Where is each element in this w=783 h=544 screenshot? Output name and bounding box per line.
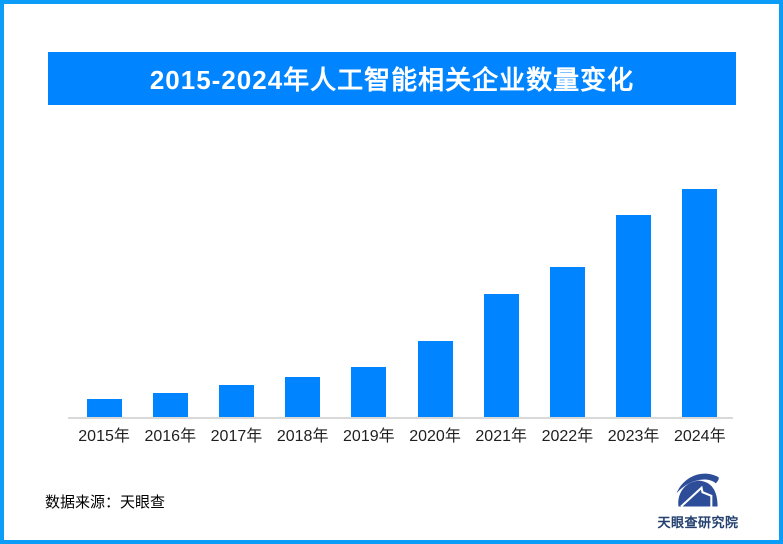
- logo-house-shape: [680, 485, 713, 508]
- x-tick-label: 2020年: [409, 428, 461, 445]
- data-source-note: 数据来源：天眼查: [45, 494, 166, 511]
- bar-column: 2016年: [137, 393, 203, 447]
- bar-column: 2015年: [71, 399, 137, 447]
- brand-logo-label: 天眼查研究院: [657, 515, 739, 530]
- x-tick-label: 2015年: [78, 428, 130, 445]
- bar-column: 2017年: [203, 385, 269, 447]
- bar-column: 2019年: [336, 367, 402, 447]
- bar-chart: 2015年 2016年 2017年 2018年 2019年 2020年 2021年 2022年…: [71, 189, 733, 447]
- bar-2015年: [86, 399, 122, 417]
- bar-column: 2023年: [601, 215, 667, 447]
- bar-2018年: [285, 377, 321, 417]
- brand-logo: 天眼查研究院: [652, 470, 744, 531]
- bar-2020年: [417, 341, 453, 417]
- bar-2017年: [218, 385, 254, 417]
- logo-swoosh-shape: [676, 473, 719, 494]
- x-tick-label: 2024年: [673, 428, 726, 445]
- bar-column: 2020年: [402, 341, 468, 447]
- x-axis-line: [68, 416, 733, 419]
- bar-column: 2018年: [270, 377, 336, 447]
- bar-2019年: [351, 367, 387, 417]
- x-tick-label: 2023年: [607, 428, 660, 445]
- x-tick-label: 2017年: [210, 428, 263, 445]
- bar-2021年: [483, 294, 519, 417]
- x-tick-label: 2016年: [144, 428, 197, 445]
- x-tick-label: 2021年: [475, 428, 528, 445]
- page-title: 2015-2024年人工智能相关企业数量变化: [149, 65, 635, 95]
- bar-column: 2024年: [667, 189, 733, 447]
- tianyancha-logo-icon: [676, 473, 719, 508]
- bar-2024年: [682, 189, 718, 417]
- x-tick-label: 2019年: [343, 428, 395, 445]
- bar-2016年: [152, 393, 188, 417]
- bar-2022年: [549, 267, 585, 417]
- bar-column: 2021年: [468, 294, 534, 447]
- bar-2023年: [616, 215, 652, 417]
- x-tick-label: 2022年: [541, 428, 594, 445]
- title-banner: 2015-2024年人工智能相关企业数量变化: [48, 52, 736, 105]
- bar-column: 2022年: [534, 267, 600, 447]
- x-tick-label: 2018年: [276, 428, 329, 445]
